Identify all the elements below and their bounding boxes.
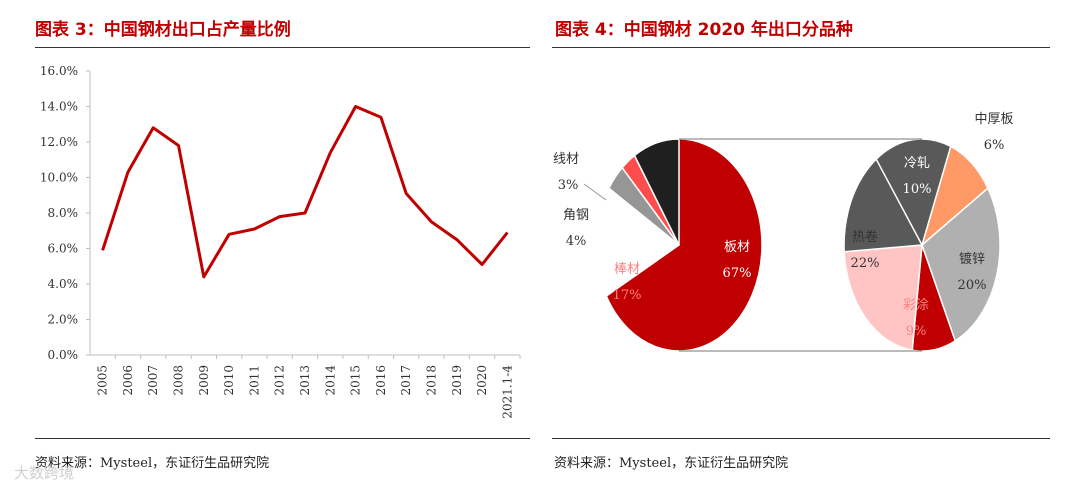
x-tick-label: 2007 (146, 365, 160, 396)
pie2-slice-coldrolled-top (875, 138, 952, 247)
x-tick-label: 2019 (450, 365, 464, 396)
label-galvanized: 镀锌 (959, 251, 985, 267)
x-tick-label: 2005 (96, 365, 110, 396)
y-tick-label: 10.0% (40, 171, 78, 185)
watermark-text: 大数跨境 (14, 464, 75, 482)
label-wire-leader (583, 183, 607, 201)
right-bottom-rule (552, 438, 1050, 439)
x-tick-label: 2021.1-4 (500, 365, 514, 419)
label-plate-pct: 6% (984, 138, 1005, 153)
left-figure-panel: 图表 3：中国钢材出口占产量比例 0.0% 2.0% 4.0% 6.0% 8.0% 10.… (35, 20, 530, 471)
x-tick-label: 2012 (273, 365, 287, 396)
series-line (101, 105, 509, 279)
x-tick-label: 2018 (424, 365, 438, 396)
label-plate: 中厚板 (974, 112, 1013, 127)
x-tick-label: 2020 (475, 365, 489, 396)
x-tick-label: 2009 (197, 365, 211, 396)
left-title-rule (35, 47, 530, 48)
left-figure-title: 图表 3：中国钢材出口占产量比例 (35, 20, 291, 40)
y-tick-label: 16.0% (40, 64, 78, 78)
y-tick-label: 12.0% (40, 135, 78, 149)
left-source-note: 资料来源：Mysteel，东证衍生品研究院 (35, 456, 270, 471)
y-tick-label: 8.0% (48, 206, 79, 220)
y-tick-label: 2.0% (48, 313, 79, 327)
left-bottom-rule (35, 438, 530, 439)
y-tick-label: 4.0% (48, 277, 79, 291)
x-tick-label: 2008 (172, 365, 186, 396)
right-figure-title: 图表 4：中国钢材 2020 年出口分品种 (555, 20, 853, 40)
label-coldrolled: 冷轧 (904, 156, 930, 171)
x-tick-label: 2006 (121, 365, 135, 396)
label-coated-pct: 9% (906, 324, 927, 339)
right-figure-panel: 图表 4：中国钢材 2020 年出口分品种 板材 67% 棒材 17% 角钢 4% 线材 3%… (540, 0, 1080, 493)
export-ratio-line-chart: 0.0% 2.0% 4.0% 6.0% 8.0% 10.0% 12.0% 14.0% 16.0%… (40, 64, 521, 419)
label-wire: 线材 (553, 152, 579, 167)
label-bar: 棒材 (614, 262, 640, 277)
label-angle: 角钢 (563, 208, 589, 223)
y-tick-label: 14.0% (40, 100, 78, 114)
x-tick-label: 2015 (349, 365, 363, 396)
pie2-slice-galvanized (921, 186, 1001, 343)
label-hotcoil: 热卷 (852, 229, 878, 245)
label-coated: 彩涂 (903, 297, 929, 313)
label-angle-pct: 4% (566, 234, 587, 249)
right-source-note: 资料来源：Mysteel，东证衍生品研究院 (554, 456, 789, 471)
y-tick-label: 6.0% (48, 242, 79, 256)
x-tick-label: 2016 (374, 365, 388, 396)
x-tick-label: 2011 (247, 365, 261, 396)
label-coldrolled-pct: 10% (903, 182, 932, 197)
pie-slice-dark (633, 138, 680, 246)
label-galvanized-pct: 20% (958, 278, 987, 293)
x-tick-label: 2013 (298, 365, 312, 396)
y-tick-label: 0.0% (48, 348, 79, 362)
label-board: 板材 (724, 240, 750, 255)
label-hotcoil-pct: 22% (851, 256, 880, 271)
pie2-slice-hotcoil (843, 244, 923, 352)
label-wire-pct: 3% (558, 178, 579, 193)
label-board-pct: 67% (723, 266, 752, 281)
label-bar-pct: 17% (613, 288, 642, 303)
export-category-pie-chart: 板材 67% 棒材 17% 角钢 4% 线材 3% 冷轧 10% 中厚板 6% 镀锌 20% 彩涂 9% 热卷 2… (553, 112, 1014, 352)
x-tick-label: 2014 (323, 365, 337, 396)
x-tick-label: 2010 (222, 365, 236, 396)
x-tick-label: 2017 (399, 365, 413, 396)
right-title-rule (552, 47, 1050, 48)
